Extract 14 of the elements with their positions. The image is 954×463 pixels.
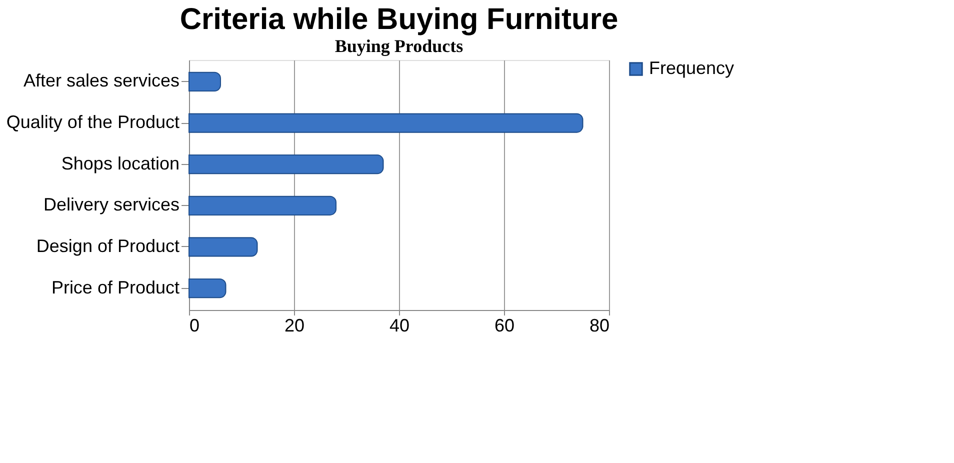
text: Buying Products <box>334 36 464 56</box>
x-tick-label: 20 <box>284 316 305 336</box>
y-tick-label: Design of Product <box>36 236 180 256</box>
y-tick-label: Delivery services <box>43 194 180 215</box>
y-tick-label: After sales services <box>23 70 180 91</box>
legend-label: Frequency <box>649 58 734 78</box>
x-tick-label: 0 <box>190 316 200 336</box>
y-tick-label: Shops location <box>61 153 180 174</box>
y-tick-label: Price of Product <box>51 277 180 298</box>
x-tick-label: 60 <box>494 316 515 336</box>
y-tick-label: Quality of the Product <box>6 112 180 132</box>
chart-title: Criteria while Buying Furniture <box>180 3 618 36</box>
x-tick-label: 40 <box>389 316 410 336</box>
x-tick-label: 80 <box>589 316 610 336</box>
